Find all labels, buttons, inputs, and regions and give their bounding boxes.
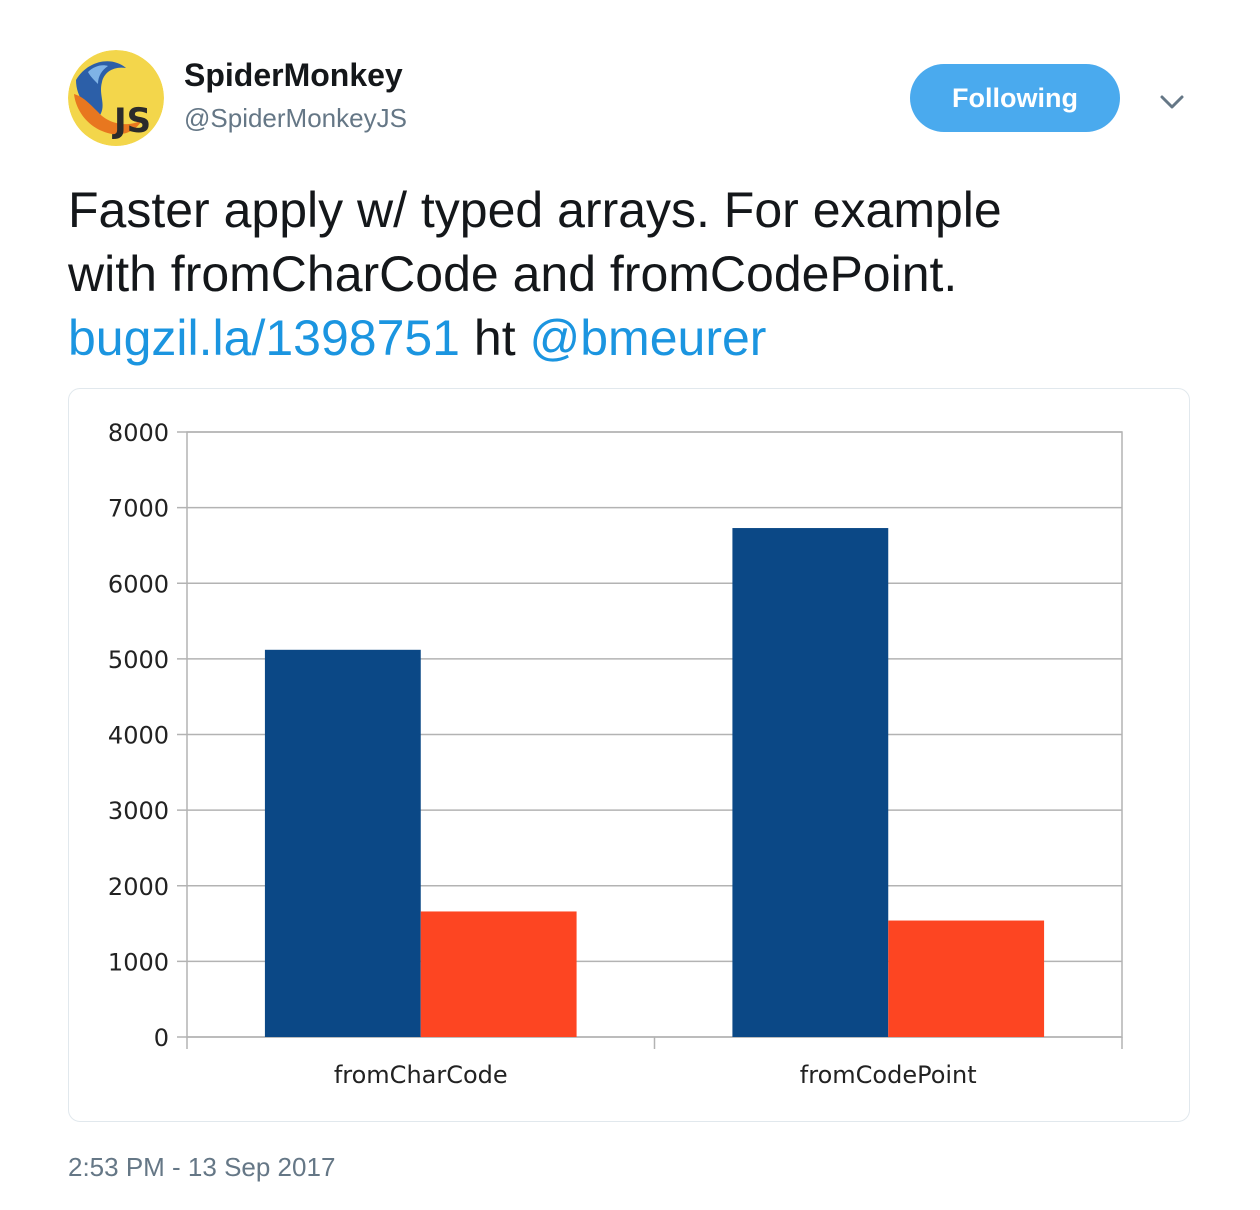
bar [264, 649, 421, 1037]
y-tick-label: 2000 [108, 873, 169, 901]
bar [888, 920, 1045, 1037]
following-button[interactable]: Following [910, 64, 1120, 132]
avatar[interactable]: JS [68, 50, 164, 146]
bar [420, 911, 577, 1037]
bar-chart: 0 1000 2000 3000 4000 5000 6000 7000 8000 fromCha… [108, 419, 1123, 1089]
y-tick-label: 5000 [108, 646, 169, 674]
chart-image-card[interactable]: 0 1000 2000 3000 4000 5000 6000 7000 8000 fromCha… [68, 388, 1190, 1122]
tweet-text: Faster apply w/ typed arrays. For exampl… [68, 178, 1218, 370]
author-display-name[interactable]: SpiderMonkey [184, 57, 403, 93]
y-tick-label: 3000 [108, 797, 169, 825]
avatar-logo-text: JS [112, 101, 151, 141]
x-category-label: fromCodePoint [800, 1061, 977, 1089]
tweet-text-line-1: Faster apply w/ typed arrays. For exampl… [68, 182, 1002, 238]
mention-bmeurer-link[interactable]: @bmeurer [529, 310, 767, 366]
tweet-timestamp[interactable]: 2:53 PM - 13 Sep 2017 [68, 1152, 336, 1182]
author-handle[interactable]: @SpiderMonkeyJS [184, 103, 407, 133]
x-category-label: fromCharCode [334, 1061, 508, 1089]
y-tick-label: 7000 [108, 495, 169, 523]
spidermonkey-js-logo-icon: JS [68, 50, 164, 146]
bugzilla-link[interactable]: bugzil.la/1398751 [68, 310, 460, 366]
tweet-text-ht: ht [460, 310, 530, 366]
y-tick-label: 6000 [108, 570, 169, 598]
chevron-down-icon[interactable] [1154, 84, 1190, 120]
y-tick-label: 8000 [108, 419, 169, 447]
y-tick-label: 4000 [108, 722, 169, 750]
y-tick-label: 1000 [108, 948, 169, 976]
y-tick-label: 0 [154, 1024, 169, 1052]
bar [732, 528, 889, 1037]
tweet-text-line-2: with fromCharCode and fromCodePoint. [68, 246, 958, 302]
